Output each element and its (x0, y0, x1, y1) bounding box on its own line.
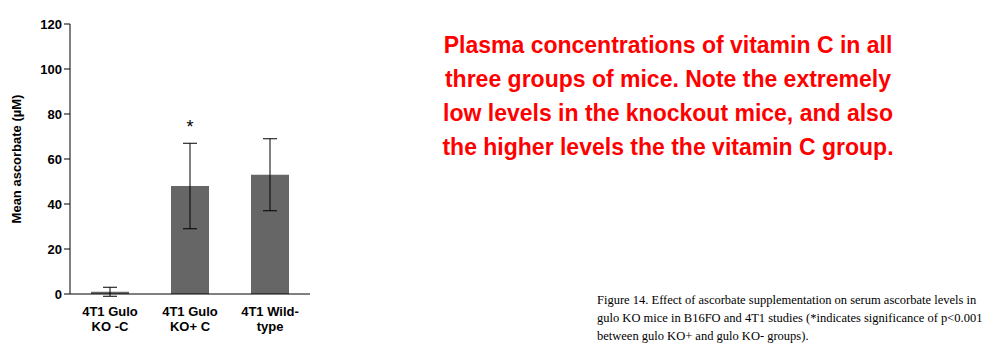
svg-text:KO+ C: KO+ C (170, 319, 211, 334)
html-text:low levels in the knockout mic: low levels in the knockout mice, and als… (443, 100, 893, 126)
svg-text:4T1 Gulo: 4T1 Gulo (162, 304, 218, 319)
svg-text:20: 20 (48, 242, 62, 257)
svg-text:type: type (257, 319, 284, 334)
svg-text:80: 80 (48, 107, 62, 122)
svg-text:40: 40 (48, 197, 62, 212)
svg-text:Mean ascorbate (µM): Mean ascorbate (µM) (9, 95, 24, 224)
html-text:the higher levels the the vita: the higher levels the the vitamin C grou… (442, 134, 894, 160)
svg-text:100: 100 (40, 62, 62, 77)
html-text:Plasma concentrations of vitam: Plasma concentrations of vitamin C in al… (443, 32, 893, 58)
html-text:between gulo KO+ and gulo KO-: between gulo KO+ and gulo KO- groups). (597, 329, 809, 343)
svg-text:120: 120 (40, 17, 62, 32)
html-text:three groups of mice. Note the: three groups of mice. Note the extremely (445, 66, 891, 92)
svg-text:0: 0 (55, 287, 62, 302)
svg-text:*: * (186, 117, 193, 137)
html-text:Figure 14. Effect of ascorbate: Figure 14. Effect of ascorbate supplemen… (597, 293, 977, 307)
html-text:gulo KO mice in B16FO and 4T1: gulo KO mice in B16FO and 4T1 studies (*… (597, 311, 983, 325)
svg-text:4T1 Wild-: 4T1 Wild- (241, 304, 299, 319)
svg-text:60: 60 (48, 152, 62, 167)
svg-text:4T1 Gulo: 4T1 Gulo (82, 304, 138, 319)
svg-text:KO -C: KO -C (92, 319, 129, 334)
